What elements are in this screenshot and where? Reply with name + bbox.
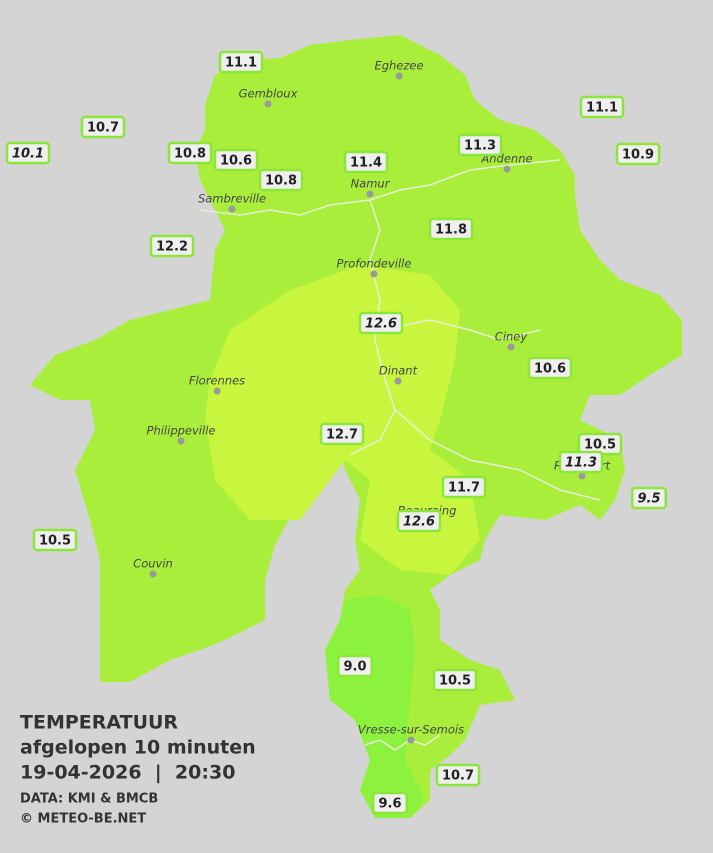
source: DATA: KMI & BMCB bbox=[20, 792, 158, 807]
town-dot bbox=[407, 736, 415, 744]
datetime: 19-04-2026 | 20:30 bbox=[20, 762, 235, 784]
station-box bbox=[457, 133, 503, 157]
town-dot bbox=[149, 570, 157, 578]
town-dot bbox=[507, 343, 515, 351]
town-name: Vresse-sur-Semois bbox=[358, 723, 464, 737]
station-value: 9.6 bbox=[378, 797, 401, 812]
station-box bbox=[343, 150, 389, 174]
station-value: 10.7 bbox=[87, 121, 119, 136]
station-value: 10.1 bbox=[12, 147, 44, 162]
town-name: Ciney bbox=[495, 330, 528, 344]
copyright: © METEO-BE.NET bbox=[20, 812, 146, 827]
river bbox=[349, 199, 396, 456]
cool-zone bbox=[325, 595, 425, 818]
subtitle: afgelopen 10 minuten bbox=[20, 737, 256, 759]
station-value: 10.8 bbox=[174, 147, 206, 162]
river bbox=[394, 409, 601, 501]
station-box bbox=[149, 234, 195, 258]
station-box bbox=[258, 168, 304, 192]
station-box bbox=[428, 217, 474, 241]
station-value: 10.9 bbox=[622, 148, 654, 163]
station-box bbox=[372, 791, 408, 815]
town-dot bbox=[366, 190, 374, 198]
town-name: Eghezee bbox=[374, 59, 423, 73]
station-value: 10.5 bbox=[39, 534, 71, 549]
town-dot bbox=[264, 100, 272, 108]
town-dot bbox=[177, 437, 185, 445]
town-name: Couvin bbox=[133, 557, 173, 571]
station-value: 12.7 bbox=[326, 428, 358, 443]
station-value: 10.7 bbox=[442, 769, 474, 784]
town-dot bbox=[578, 472, 586, 480]
station-value: 12.6 bbox=[403, 515, 435, 530]
station-value: 11.3 bbox=[565, 456, 597, 471]
station-value: 9.0 bbox=[343, 660, 366, 675]
town-name: Sambreville bbox=[198, 192, 266, 206]
station-box bbox=[213, 148, 259, 172]
station-value: 10.5 bbox=[439, 674, 471, 689]
station-value: 11.7 bbox=[448, 481, 480, 496]
station-box bbox=[631, 486, 667, 510]
station-box bbox=[579, 95, 625, 119]
river bbox=[379, 319, 541, 341]
station-box bbox=[167, 141, 213, 165]
town-dot bbox=[394, 377, 402, 385]
station-box bbox=[396, 509, 442, 533]
town-name: Profondeville bbox=[337, 257, 412, 271]
town-dot bbox=[503, 165, 511, 173]
town-name: Florennes bbox=[189, 374, 245, 388]
station-box bbox=[432, 668, 478, 692]
town-name: Namur bbox=[351, 177, 391, 191]
station-value: 10.8 bbox=[265, 174, 297, 189]
station-value: 9.5 bbox=[637, 492, 660, 507]
title: TEMPERATUUR bbox=[20, 712, 178, 734]
station-box bbox=[319, 422, 365, 446]
station-box bbox=[558, 450, 604, 474]
station-value: 11.1 bbox=[225, 56, 257, 71]
town-name: Dinant bbox=[379, 364, 418, 378]
station-box bbox=[80, 115, 126, 139]
warm-zone bbox=[205, 265, 480, 575]
town-name: Philippeville bbox=[147, 424, 216, 438]
station-box bbox=[441, 475, 487, 499]
station-box bbox=[615, 142, 661, 166]
station-value: 11.1 bbox=[586, 101, 618, 116]
stations: 11.1 10.7 10.1 10.8 10.6 10.8 11.4 11.3 11.1 10.9… bbox=[5, 50, 667, 815]
station-value: 12.2 bbox=[156, 240, 188, 255]
town-dot bbox=[213, 387, 221, 395]
station-box bbox=[337, 654, 373, 678]
station-value: 10.6 bbox=[534, 362, 566, 377]
station-box bbox=[358, 311, 404, 335]
station-box bbox=[527, 356, 573, 380]
station-value: 11.4 bbox=[350, 156, 382, 171]
river bbox=[364, 734, 441, 751]
station-box bbox=[435, 763, 481, 787]
station-value: 10.5 bbox=[584, 438, 616, 453]
town-dot bbox=[370, 270, 378, 278]
station-value: 10.6 bbox=[220, 154, 252, 169]
station-box bbox=[218, 50, 264, 74]
town-dot bbox=[228, 205, 236, 213]
station-box bbox=[5, 141, 51, 165]
station-value: 11.3 bbox=[464, 139, 496, 154]
station-value: 11.8 bbox=[435, 223, 467, 238]
station-value: 12.6 bbox=[365, 317, 397, 332]
station-box bbox=[32, 528, 78, 552]
town-dot bbox=[395, 72, 403, 80]
town-name: Gembloux bbox=[239, 87, 298, 101]
